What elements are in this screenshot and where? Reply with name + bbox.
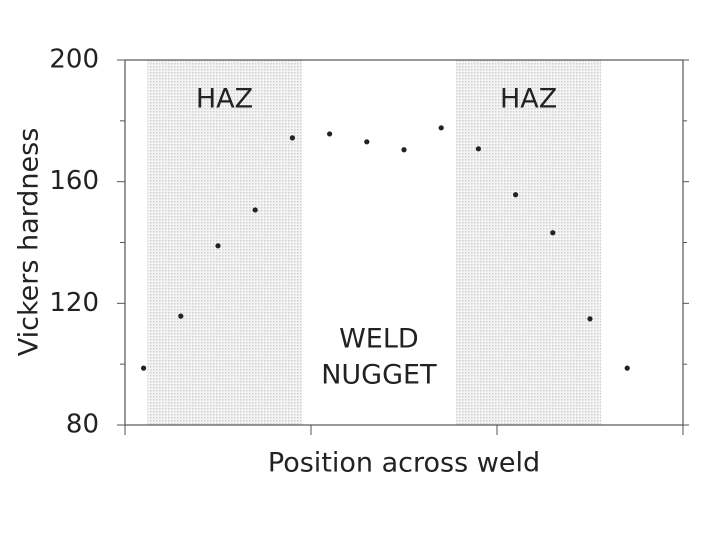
point xyxy=(513,192,519,198)
x-axis-label: Position across weld xyxy=(268,448,540,479)
point xyxy=(401,147,407,153)
region-label: HAZ xyxy=(196,84,253,115)
point xyxy=(438,125,444,131)
y-tick-label: 160 xyxy=(49,166,99,196)
point xyxy=(587,316,593,322)
point xyxy=(327,131,333,137)
haz-region xyxy=(456,60,602,425)
annotation: WELD xyxy=(339,324,419,355)
point xyxy=(215,243,221,249)
point xyxy=(475,146,481,152)
regions xyxy=(147,60,602,425)
haz-region xyxy=(147,60,302,425)
y-tick-label: 200 xyxy=(49,45,99,75)
point xyxy=(550,230,556,236)
point xyxy=(364,139,370,145)
y-axis-label: Vickers hardness xyxy=(14,128,45,357)
y-tick-label: 80 xyxy=(66,410,99,440)
point xyxy=(624,365,630,371)
point xyxy=(178,313,184,319)
region-label: HAZ xyxy=(500,84,557,115)
annotation: NUGGET xyxy=(321,360,437,391)
point xyxy=(289,135,295,141)
point xyxy=(252,207,258,213)
y-tick-label: 120 xyxy=(49,288,99,318)
point xyxy=(141,365,147,371)
